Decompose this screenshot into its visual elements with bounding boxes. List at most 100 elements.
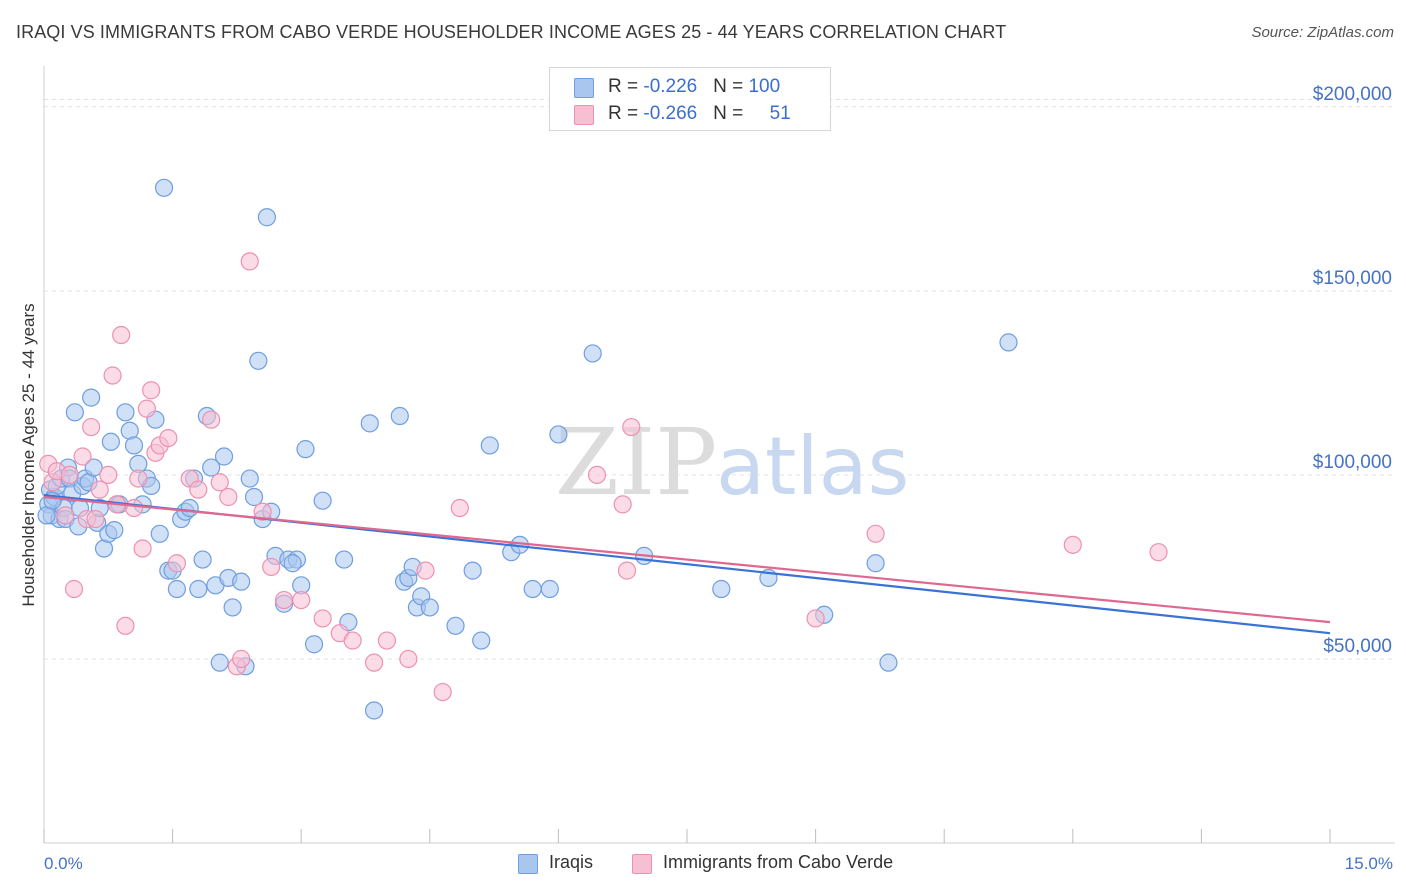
- point-iraqis: [463, 561, 482, 580]
- legend-n-label: N =: [713, 103, 749, 124]
- point-cabo-verde: [142, 381, 161, 400]
- point-cabo-verde: [274, 590, 294, 610]
- point-iraqis: [116, 403, 135, 422]
- point-cabo-verde: [433, 682, 452, 702]
- legend-r-value: -0.266: [643, 103, 698, 124]
- point-cabo-verde: [806, 609, 825, 628]
- point-cabo-verde: [167, 554, 186, 573]
- point-cabo-verde: [86, 509, 105, 529]
- point-cabo-verde: [232, 649, 251, 669]
- legend-swatch-iraqis: [574, 78, 594, 98]
- point-cabo-verde: [116, 616, 135, 635]
- bottom-swatch-iraqis: [518, 854, 538, 874]
- chart-title: IRAQI VS IMMIGRANTS FROM CABO VERDE HOUS…: [16, 22, 1007, 42]
- x-tick-label-max: 15.0%: [1345, 854, 1393, 873]
- point-cabo-verde: [99, 465, 118, 485]
- bottom-legend-label-iraqis: Iraqis: [549, 852, 594, 872]
- y-tick-label: $50,000: [1323, 636, 1392, 657]
- point-cabo-verde: [137, 399, 156, 418]
- series-cabo-verde: [39, 252, 1168, 702]
- point-iraqis: [360, 414, 379, 433]
- legend-n-value: 100: [748, 76, 781, 97]
- x-tick-label-min: 0.0%: [44, 854, 83, 873]
- point-iraqis: [446, 616, 465, 635]
- correlation-legend: R = -0.226 N = 100 R = -0.266 N = 51: [549, 67, 831, 131]
- trend-line-cabo-verde: [43, 495, 1331, 624]
- point-iraqis: [154, 178, 174, 197]
- point-iraqis: [240, 469, 259, 488]
- point-cabo-verde: [159, 428, 178, 448]
- watermark: ZIP atlas: [555, 409, 909, 516]
- point-iraqis: [712, 579, 731, 599]
- tick-labels: $50,000 $100,000 $150,000 $200,000 0.0% 15.0%: [44, 84, 1393, 873]
- bottom-swatch-cabo-verde: [632, 854, 652, 874]
- legend-swatch-cabo-verde: [574, 105, 594, 125]
- point-iraqis: [65, 403, 84, 422]
- point-cabo-verde: [60, 465, 79, 485]
- point-cabo-verde: [103, 366, 122, 385]
- point-cabo-verde: [133, 539, 152, 558]
- point-iraqis: [283, 554, 302, 573]
- point-cabo-verde: [240, 252, 259, 271]
- point-iraqis: [472, 631, 491, 650]
- point-iraqis: [480, 436, 499, 455]
- point-iraqis: [866, 554, 885, 573]
- point-iraqis: [210, 653, 229, 672]
- point-iraqis: [167, 579, 186, 599]
- point-cabo-verde: [1063, 535, 1082, 554]
- legend-r-label: R =: [608, 103, 644, 124]
- point-iraqis: [150, 524, 169, 543]
- point-cabo-verde: [622, 417, 641, 437]
- point-cabo-verde: [377, 631, 397, 650]
- y-tick-label: $150,000: [1313, 268, 1392, 289]
- point-iraqis: [232, 572, 251, 591]
- point-iraqis: [390, 406, 409, 426]
- point-cabo-verde: [210, 473, 229, 492]
- axes: [43, 66, 1395, 844]
- point-cabo-verde: [112, 325, 131, 345]
- point-iraqis: [304, 635, 324, 654]
- point-cabo-verde: [613, 495, 632, 514]
- point-iraqis: [296, 440, 315, 459]
- y-tick-label: $100,000: [1313, 452, 1392, 473]
- point-cabo-verde: [399, 649, 418, 669]
- point-iraqis: [313, 491, 332, 510]
- point-iraqis: [420, 598, 439, 617]
- point-cabo-verde: [82, 417, 101, 437]
- point-iraqis: [84, 458, 103, 477]
- point-iraqis: [105, 521, 124, 540]
- point-cabo-verde: [292, 590, 311, 610]
- point-iraqis: [214, 447, 234, 466]
- point-cabo-verde: [202, 410, 221, 429]
- point-cabo-verde: [617, 561, 637, 580]
- point-cabo-verde: [56, 506, 75, 525]
- point-cabo-verde: [219, 487, 238, 507]
- trend-lines: [43, 494, 1331, 635]
- point-iraqis: [244, 487, 264, 507]
- point-iraqis: [124, 436, 144, 455]
- source-credit: Source: ZipAtlas.com: [1251, 24, 1394, 41]
- data-points: [37, 178, 1168, 720]
- point-cabo-verde: [313, 609, 332, 628]
- point-iraqis: [257, 208, 277, 227]
- bottom-legend-label-cabo-verde: Immigrants from Cabo Verde: [663, 852, 894, 872]
- point-iraqis: [82, 388, 101, 407]
- point-iraqis: [101, 432, 120, 451]
- point-iraqis: [540, 579, 559, 599]
- point-cabo-verde: [253, 502, 272, 521]
- point-cabo-verde: [364, 653, 384, 672]
- legend-n-value: 51: [769, 103, 791, 124]
- point-iraqis: [999, 333, 1018, 352]
- point-iraqis: [364, 701, 384, 720]
- y-axis-title: Householder Income Ages 25 - 44 years: [19, 303, 38, 606]
- point-cabo-verde: [262, 557, 281, 577]
- point-iraqis: [180, 498, 199, 518]
- point-cabo-verde: [450, 498, 469, 518]
- point-cabo-verde: [73, 447, 92, 466]
- point-cabo-verde: [64, 579, 84, 599]
- point-cabo-verde: [124, 498, 144, 518]
- legend-r-value: -0.226: [643, 76, 698, 97]
- legend-r-label: R =: [608, 76, 644, 97]
- point-cabo-verde: [587, 465, 607, 485]
- y-tick-label: $200,000: [1313, 84, 1392, 105]
